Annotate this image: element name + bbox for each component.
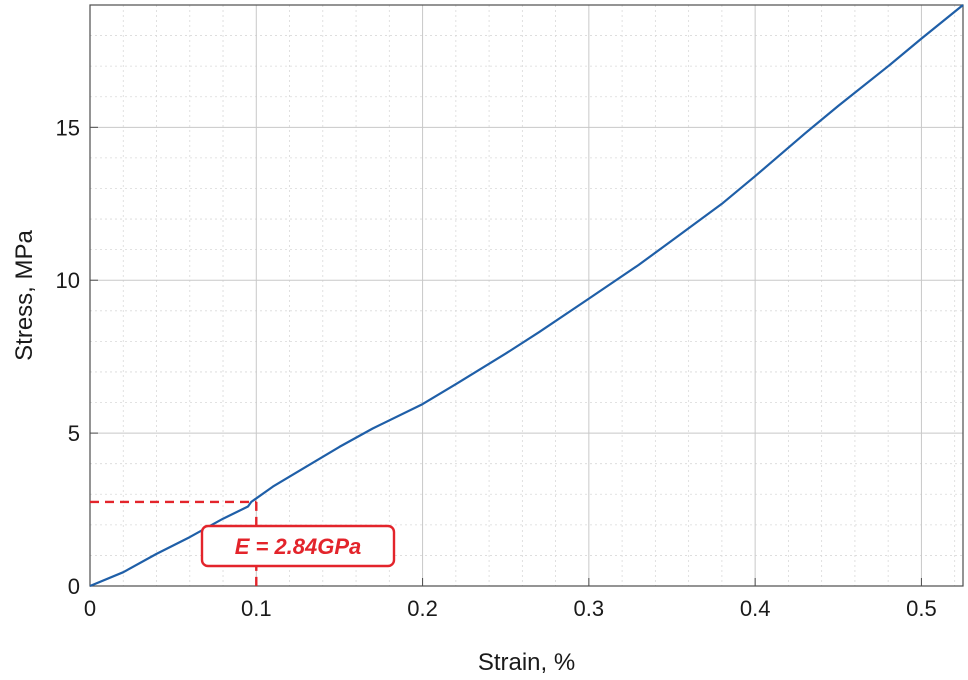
annotation-frame (200, 524, 396, 568)
y-axis-label: Stress, MPa (11, 230, 38, 361)
x-tick-label: 0.4 (740, 596, 771, 621)
plot-frame (89, 4, 964, 587)
x-axis-ticks: 0 0.1 0.2 0.3 0.4 0.5 (84, 578, 937, 621)
x-axis-label: Strain, % (478, 649, 575, 676)
minor-grid (90, 5, 963, 586)
major-grid (90, 5, 963, 586)
y-axis-ticks: 0 5 10 15 (56, 115, 98, 599)
x-tick-label: 0.2 (407, 596, 438, 621)
annotation-label: E = 2.84GPa (235, 534, 362, 559)
y-tick-label: 5 (68, 421, 80, 446)
y-tick-label: 0 (68, 574, 80, 599)
series-layer (89, 4, 964, 588)
y-tick-label: 15 (56, 115, 80, 140)
annotation-guides (90, 500, 258, 586)
x-tick-label: 0 (84, 596, 96, 621)
y-tick-label: 10 (56, 268, 80, 293)
annotation-box: E = 2.84GPa (200, 524, 396, 568)
x-tick-label: 0.3 (574, 596, 605, 621)
plot-area (90, 5, 963, 586)
series-line (89, 4, 964, 588)
x-tick-label: 0.1 (241, 596, 272, 621)
x-tick-label: 0.5 (906, 596, 937, 621)
